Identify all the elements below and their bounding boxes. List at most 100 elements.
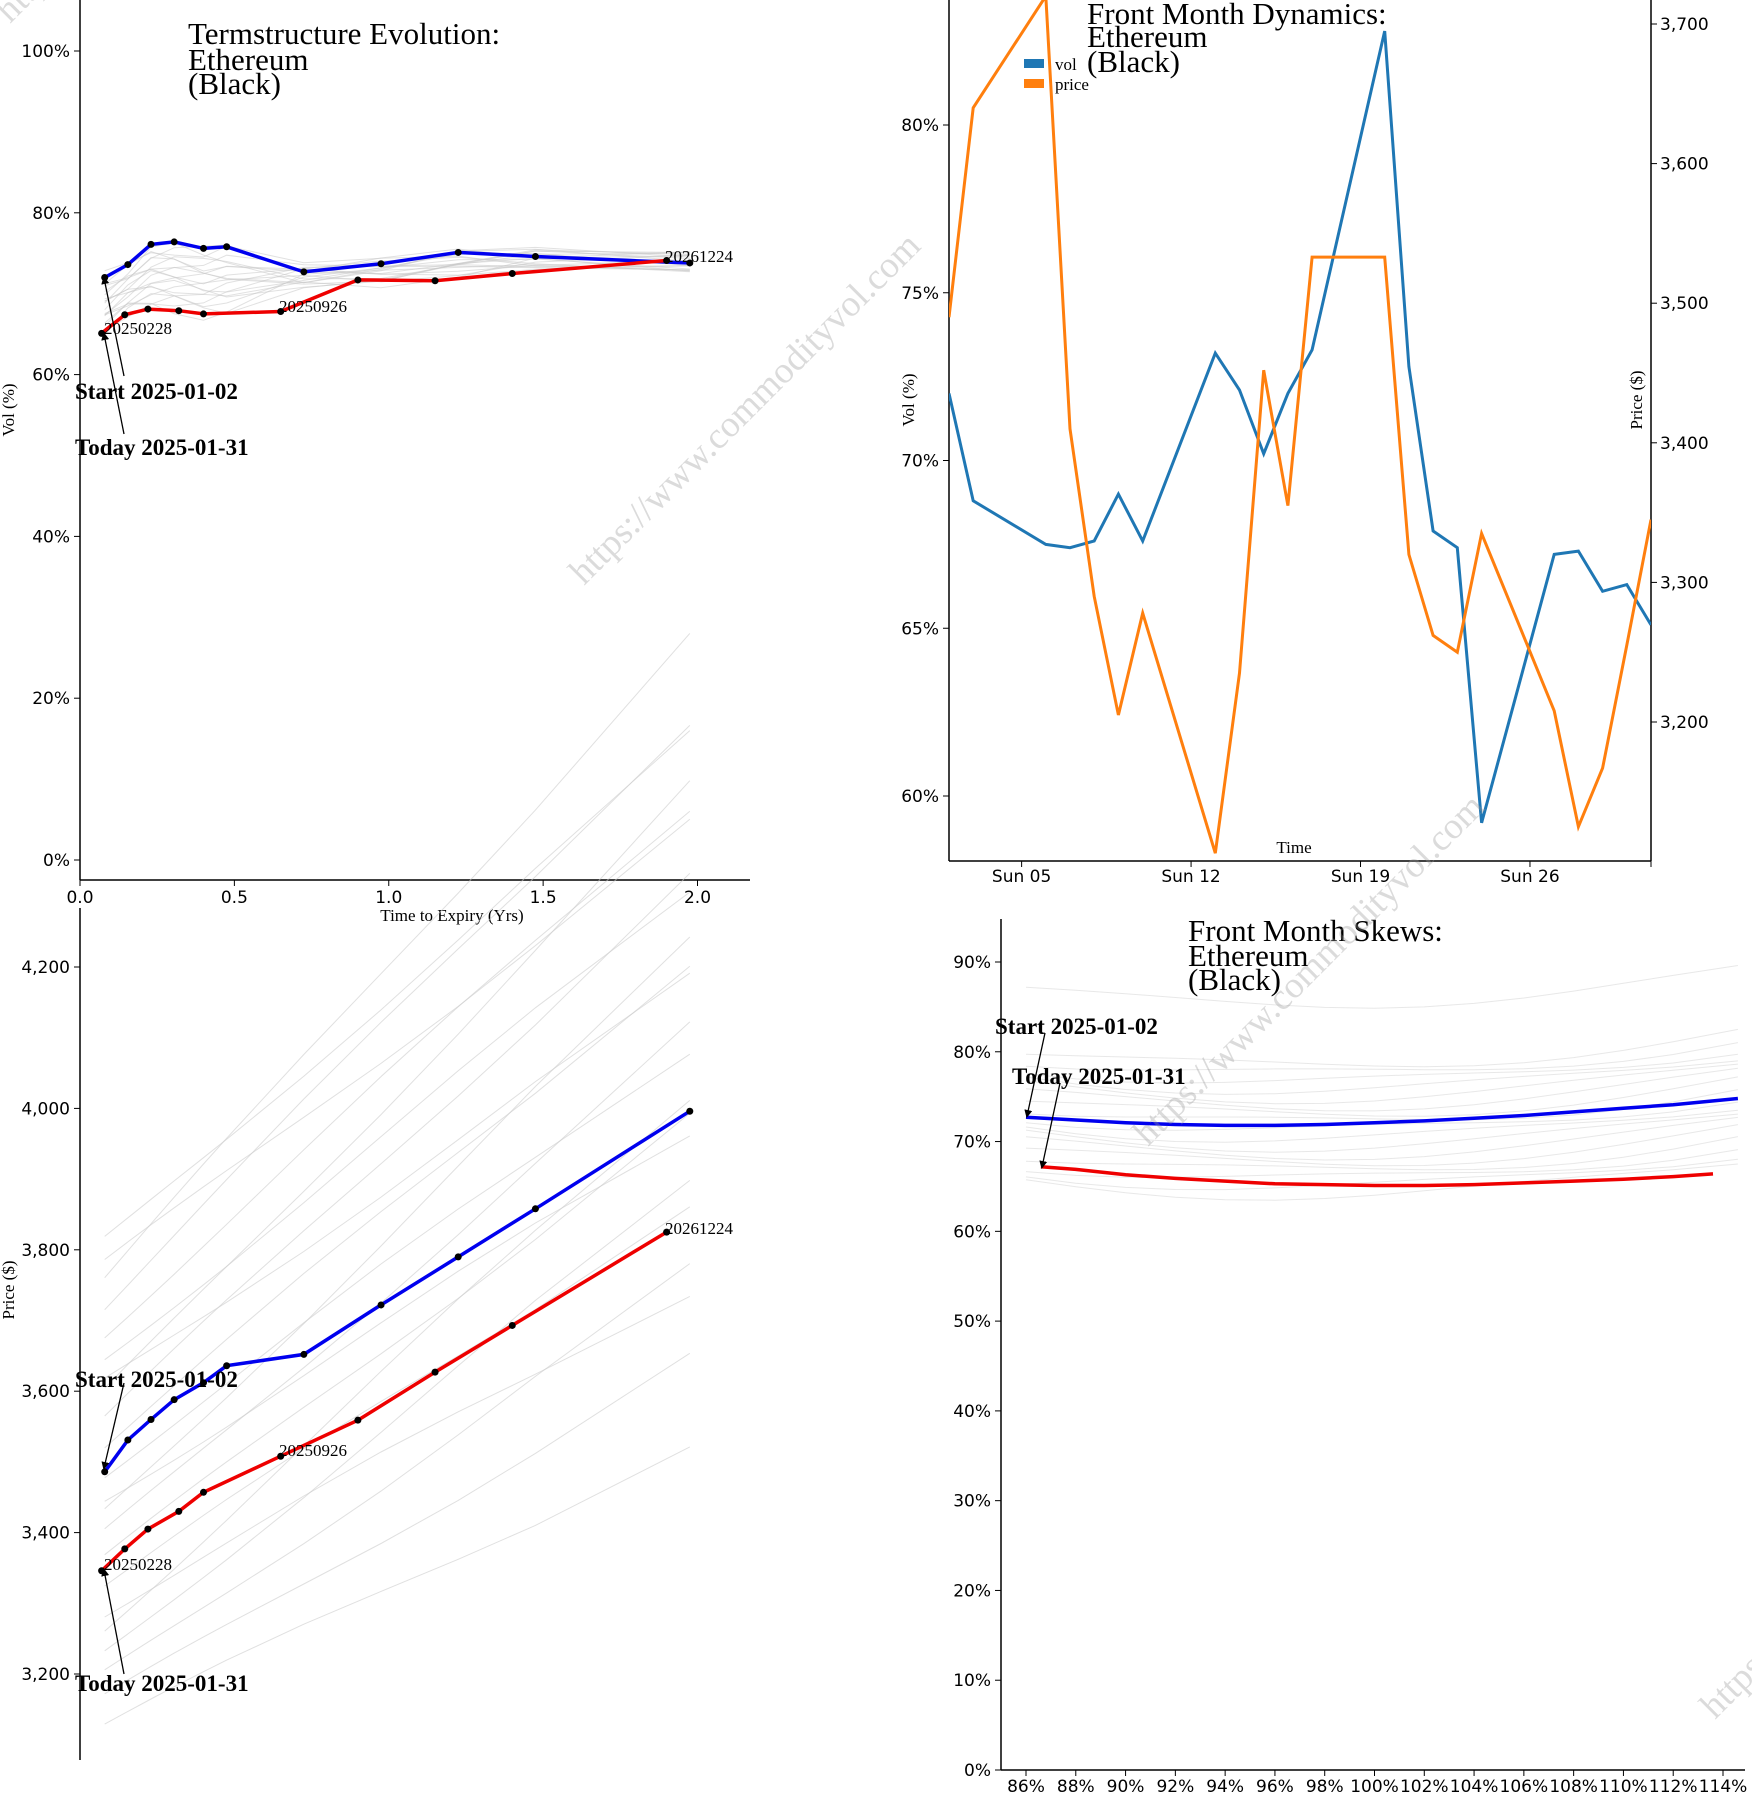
data-point — [663, 1228, 671, 1236]
y-tick-label: 80% — [32, 204, 70, 224]
history-curve — [104, 248, 690, 304]
y-tick-label: 80% — [953, 1043, 991, 1063]
watermark-text-3: https://www.commodityvol.com — [1692, 1359, 1752, 1727]
x-tick-label: Sun 05 — [992, 867, 1051, 887]
x-tick-label: 112% — [1649, 1777, 1698, 1796]
y-axis-ticks: 0% 20% 40% 60% 80% 100% — [21, 42, 80, 871]
x-tick-label: 104% — [1450, 1777, 1499, 1796]
y-tick-label: 20% — [953, 1581, 991, 1601]
y-right-tick-label: 3,500 — [1660, 294, 1709, 314]
data-point — [686, 1107, 694, 1115]
legend-swatch-price — [1024, 79, 1044, 88]
y-tick-label: 100% — [21, 42, 70, 62]
x-tick-label: 110% — [1599, 1777, 1648, 1796]
history-curve — [104, 1180, 691, 1652]
data-point — [223, 243, 231, 251]
front-month-skews-chart: 0% 10% 20% 30% 40% 50% 60% 70% 80% 90% 86% 88% 90% 9… — [953, 913, 1747, 1796]
y-tick-label: 30% — [953, 1492, 991, 1512]
history-curve — [104, 1352, 691, 1695]
front-month-dynamics-chart: 60% 65% 70% 75% 80% 3,200 3,300 3,400 3,500 3,60… — [899, 0, 1709, 887]
x-tick-label: 114% — [1699, 1777, 1748, 1796]
price-line — [949, 0, 1651, 854]
x-tick-label: Sun 26 — [1500, 867, 1559, 887]
today-annotation: Today 2025-01-31 — [75, 435, 249, 460]
history-curve — [1025, 1060, 1738, 1095]
data-point — [170, 1396, 178, 1404]
legend-label-vol: vol — [1055, 55, 1077, 74]
today-curve — [100, 258, 667, 335]
data-point — [354, 1416, 362, 1424]
expiry-label-1: 20250228 — [104, 319, 172, 338]
data-point — [175, 307, 183, 315]
x-axis-title: Time to Expiry (Yrs) — [380, 906, 523, 925]
chart-title-line-2: Ethereum — [1188, 938, 1309, 973]
y-tick-label: 20% — [32, 689, 70, 709]
y-tick-label: 10% — [953, 1671, 991, 1691]
chart-title-line-2: Ethereum — [1087, 19, 1208, 54]
x-tick-label: 1.5 — [530, 888, 557, 908]
x-axis-ticks: 86% 88% 90% 92% 94% 96% 98% 100% 102% 104% 106% 108… — [1007, 1770, 1747, 1796]
history-curve — [104, 810, 691, 1339]
history-curve — [104, 1053, 691, 1479]
start-annotation: Start 2025-01-02 — [75, 1367, 238, 1392]
today-arrow — [101, 1568, 125, 1675]
history-curve — [1025, 1028, 1738, 1068]
x-axis-ticks: Sun 05 Sun 12 Sun 19 Sun 26 — [992, 861, 1652, 887]
data-point — [531, 1205, 539, 1213]
start-curve — [1025, 1096, 1739, 1128]
annotation-group: Start 2025-01-02 Today 2025-01-31 202502… — [75, 1219, 734, 1696]
data-point — [200, 310, 208, 318]
x-tick-label: 106% — [1500, 1777, 1549, 1796]
history-curve — [104, 249, 690, 327]
expiry-label-1: 20250228 — [104, 1555, 172, 1574]
data-point — [147, 240, 155, 248]
data-point — [277, 1452, 285, 1460]
annotation-group: Start 2025-01-02 Today 2025-01-31 202502… — [75, 247, 734, 460]
legend: vol price — [1024, 55, 1089, 94]
x-tick-label: 94% — [1206, 1777, 1244, 1796]
y-right-tick-label: 3,600 — [1660, 155, 1709, 175]
history-curve — [1025, 1158, 1738, 1191]
x-tick-label: 88% — [1057, 1777, 1095, 1796]
legend-label-price: price — [1055, 75, 1089, 94]
history-curve — [1025, 1113, 1738, 1153]
today-curve — [100, 1230, 668, 1573]
data-point — [300, 1350, 308, 1358]
right-y-axis-title: Price ($) — [1627, 370, 1646, 429]
start-arrow — [101, 276, 125, 377]
x-tick-label: 0.0 — [66, 888, 93, 908]
history-curves — [104, 242, 690, 336]
history-curves — [1025, 965, 1738, 1201]
history-curve — [104, 818, 691, 1260]
history-curve — [104, 1112, 691, 1556]
chart-title-line-2: Ethereum — [188, 42, 309, 77]
data-point — [144, 1525, 152, 1533]
history-curve — [104, 252, 690, 302]
y-axis-ticks: 3,200 3,400 3,600 3,800 4,000 4,200 — [21, 958, 80, 1685]
left-y-axis-ticks: 60% 65% 70% 75% 80% — [901, 116, 949, 807]
data-point — [454, 248, 462, 256]
data-point — [454, 1253, 462, 1261]
y-tick-label: 0% — [43, 851, 70, 871]
x-tick-label: 96% — [1256, 1777, 1294, 1796]
history-curve — [104, 1206, 691, 1587]
data-point — [531, 252, 539, 260]
history-curve — [1025, 1116, 1738, 1161]
data-point — [277, 307, 285, 315]
y-tick-label: 0% — [964, 1761, 991, 1781]
right-y-axis-ticks: 3,200 3,300 3,400 3,500 3,600 3,700 — [1651, 15, 1709, 733]
start-annotation: Start 2025-01-02 — [995, 1014, 1158, 1039]
history-curves — [104, 633, 691, 1725]
history-curve — [104, 1021, 691, 1530]
y-tick-label: 40% — [953, 1402, 991, 1422]
history-curve — [1025, 1124, 1738, 1167]
start-arrow — [101, 1382, 125, 1470]
x-tick-label: 1.0 — [375, 888, 402, 908]
history-curve — [104, 872, 691, 1417]
x-tick-label: 86% — [1007, 1777, 1045, 1796]
y-tick-label: 70% — [901, 452, 939, 472]
data-point — [508, 1321, 516, 1329]
history-curve — [1025, 1067, 1738, 1112]
data-point — [121, 1545, 129, 1553]
